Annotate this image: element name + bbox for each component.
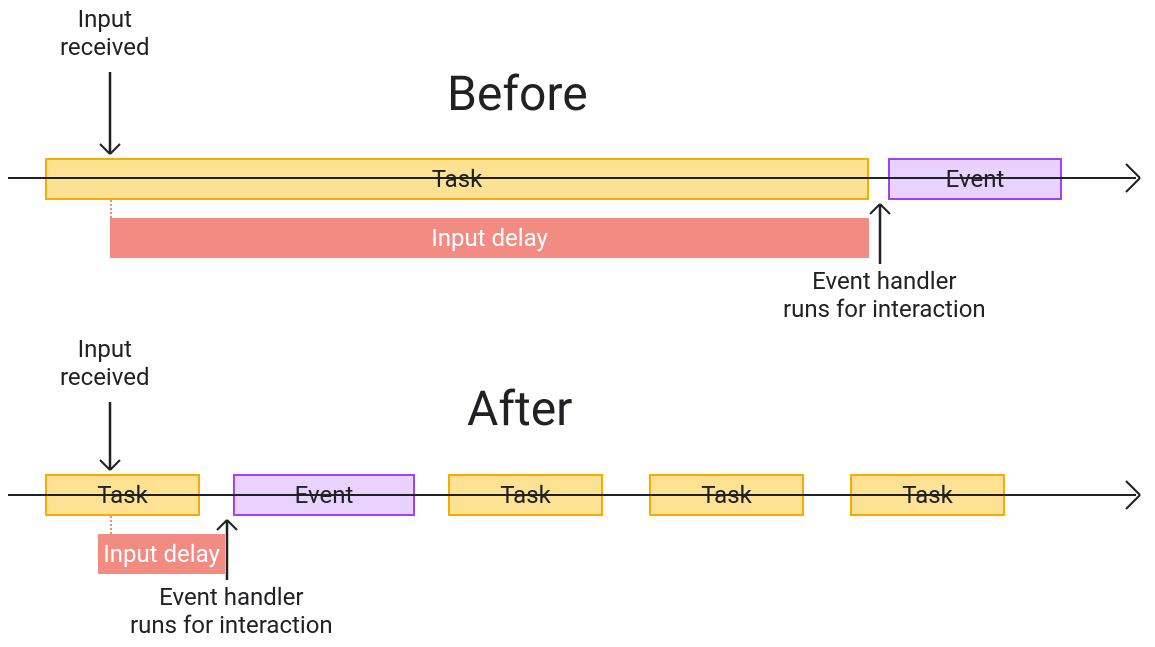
before-input-received-line2: received [60, 33, 150, 61]
after-box-4-label: Task [902, 481, 953, 509]
before-handler-line1: Event handler [812, 267, 956, 295]
after-box-1-label: Event [295, 481, 354, 509]
before-handler-label: Event handler runs for interaction [783, 268, 986, 323]
after-input-received-label: Input received [60, 336, 150, 391]
after-input-received-line1: Input [78, 335, 132, 363]
after-box-3: Task [649, 474, 804, 516]
before-event-box: Event [888, 158, 1062, 200]
after-box-4: Task [850, 474, 1005, 516]
after-box-0: Task [45, 474, 200, 516]
after-box-3-label: Task [701, 481, 752, 509]
after-box-0-label: Task [97, 481, 148, 509]
after-input-received-line2: received [60, 363, 150, 391]
after-dotted-line [110, 516, 112, 534]
after-handler-line2: runs for interaction [130, 611, 333, 639]
after-handler-line1: Event handler [159, 583, 303, 611]
before-task-box: Task [45, 158, 869, 200]
before-handler-line2: runs for interaction [783, 295, 986, 323]
after-box-2-label: Task [500, 481, 551, 509]
before-input-delay-label: Input delay [431, 224, 548, 252]
before-input-delay-box: Input delay [110, 218, 869, 258]
before-task-label: Task [432, 165, 483, 193]
before-dotted-line [110, 200, 112, 218]
after-box-2: Task [448, 474, 603, 516]
after-heading: After [467, 380, 572, 437]
before-input-received-label: Input received [60, 6, 150, 61]
before-heading: Before [447, 65, 588, 122]
after-input-delay-box: Input delay [98, 534, 225, 574]
before-input-received-line1: Input [78, 5, 132, 33]
after-handler-label: Event handler runs for interaction [130, 584, 333, 639]
after-input-delay-label: Input delay [103, 540, 220, 568]
after-box-1: Event [233, 474, 415, 516]
before-event-label: Event [946, 165, 1005, 193]
diagram-canvas: Before After Input received Task Event I… [0, 0, 1155, 647]
